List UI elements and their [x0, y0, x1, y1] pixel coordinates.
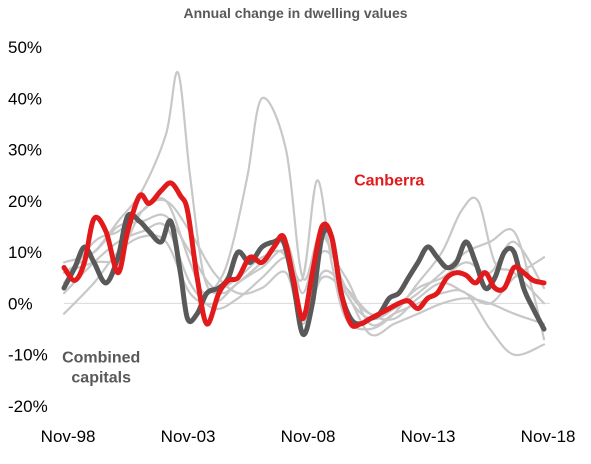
y-tick-label: 40% — [8, 89, 42, 108]
y-tick-label: 50% — [8, 38, 42, 57]
chart-title: Annual change in dwelling values — [183, 5, 408, 21]
y-tick-label: -20% — [8, 397, 48, 416]
y-tick-label: 20% — [8, 192, 42, 211]
x-tick-label: Nov-03 — [161, 427, 216, 446]
series-line-combined-capitals — [61, 211, 547, 338]
x-tick-label: Nov-98 — [41, 427, 96, 446]
x-tick-label: Nov-18 — [521, 427, 576, 446]
annotation-canberra: Canberra — [354, 172, 424, 189]
x-tick-label: Nov-13 — [401, 427, 456, 446]
y-tick-label: 30% — [8, 141, 42, 160]
y-tick-label: 10% — [8, 243, 42, 262]
series-line-canberra — [61, 180, 547, 329]
y-tick-label: 0% — [8, 294, 33, 313]
y-tick-label: -10% — [8, 346, 48, 365]
series-line-other — [62, 179, 546, 331]
x-tick-label: Nov-08 — [281, 427, 336, 446]
annotation-combined-capitals: Combined capitals — [62, 349, 140, 386]
